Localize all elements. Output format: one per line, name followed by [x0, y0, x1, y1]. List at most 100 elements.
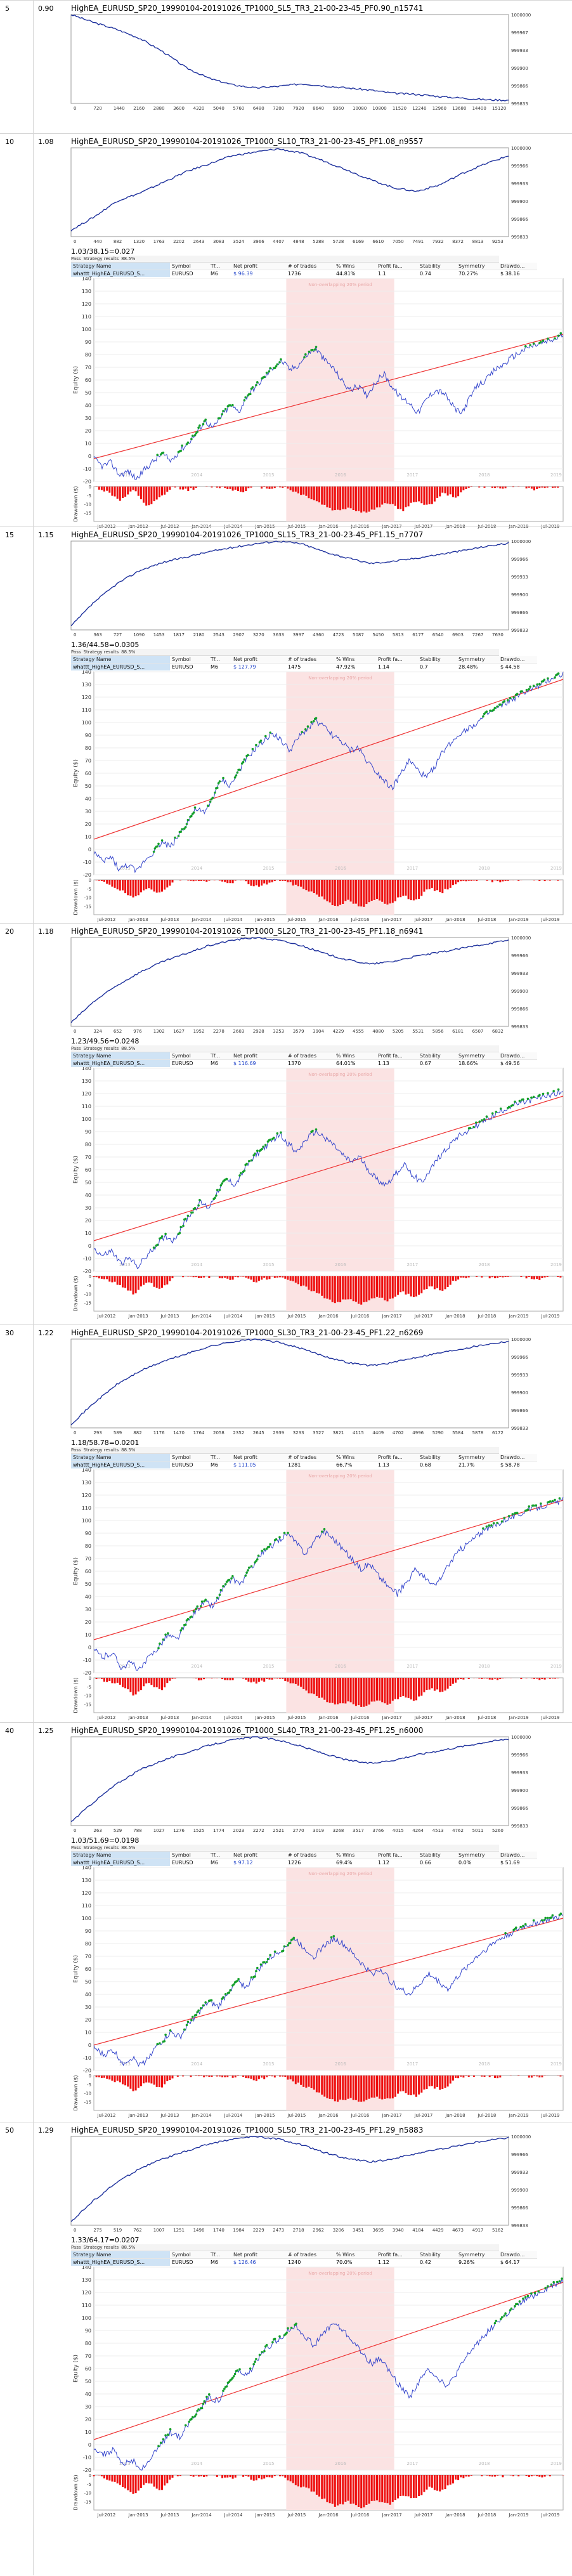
cell-tf[interactable]: M6 [211, 2259, 218, 2265]
column-header-sym[interactable]: Symmetry [457, 1052, 498, 1060]
column-header-strategy[interactable]: Strategy Name [71, 1052, 170, 1060]
cell-sym[interactable]: 21.7% [458, 1462, 475, 1468]
column-header-stab[interactable]: Stability [418, 1454, 457, 1461]
cell-strategy[interactable]: whattt_HighEA_EURUSD_S... [71, 270, 170, 277]
cell-sym[interactable]: 9.26% [458, 2259, 475, 2265]
column-header-pf[interactable]: Profit fa... [376, 263, 418, 270]
column-header-tf[interactable]: Tf... [209, 1852, 231, 1859]
column-header-sym[interactable]: Symmetry [457, 263, 498, 270]
column-header-stab[interactable]: Stability [418, 656, 457, 664]
cell-strategy[interactable]: whattt_HighEA_EURUSD_S... [71, 2258, 170, 2266]
cell-dd[interactable]: $ 49.56 [500, 1061, 520, 1066]
column-header-pf[interactable]: Profit fa... [376, 656, 418, 664]
column-header-strategy[interactable]: Strategy Name [71, 263, 170, 270]
column-header-tf[interactable]: Tf... [209, 2251, 231, 2259]
cell-trades[interactable]: 1736 [288, 271, 301, 277]
column-header-tf[interactable]: Tf... [209, 263, 231, 270]
column-header-wins[interactable]: % Wins [334, 263, 376, 270]
column-header-dd[interactable]: Drawdo... [498, 1852, 537, 1859]
column-header-symbol[interactable]: Symbol [170, 263, 209, 270]
cell-wins[interactable]: 69.4% [336, 1860, 353, 1866]
column-header-strategy[interactable]: Strategy Name [71, 1454, 170, 1461]
cell-sym[interactable]: 28.48% [458, 664, 478, 670]
cell-net[interactable]: $ 126.46 [233, 2259, 256, 2265]
cell-tf[interactable]: M6 [211, 1061, 218, 1066]
column-header-sym[interactable]: Symmetry [457, 656, 498, 664]
column-header-sym[interactable]: Symmetry [457, 2251, 498, 2259]
cell-dd[interactable]: $ 44.58 [500, 664, 520, 670]
cell-trades[interactable]: 1240 [288, 2259, 301, 2265]
cell-sym[interactable]: 70.27% [458, 271, 478, 277]
column-header-tf[interactable]: Tf... [209, 1454, 231, 1461]
cell-tf[interactable]: M6 [211, 664, 218, 670]
column-header-trades[interactable]: # of trades [286, 1052, 334, 1060]
cell-dd[interactable]: $ 58.78 [500, 1462, 520, 1468]
cell-pf[interactable]: 1.13 [378, 1061, 389, 1066]
column-header-net[interactable]: Net profit [231, 2251, 286, 2259]
cell-symbol[interactable]: EURUSD [172, 1462, 193, 1468]
cell-tf[interactable]: M6 [211, 1860, 218, 1866]
column-header-symbol[interactable]: Symbol [170, 1852, 209, 1859]
column-header-pf[interactable]: Profit fa... [376, 1052, 418, 1060]
column-header-strategy[interactable]: Strategy Name [71, 656, 170, 664]
cell-symbol[interactable]: EURUSD [172, 2259, 193, 2265]
column-header-dd[interactable]: Drawdo... [498, 656, 537, 664]
cell-dd[interactable]: $ 38.16 [500, 271, 520, 277]
column-header-wins[interactable]: % Wins [334, 2251, 376, 2259]
cell-net[interactable]: $ 96.39 [233, 271, 253, 277]
cell-trades[interactable]: 1281 [288, 1462, 301, 1468]
column-header-stab[interactable]: Stability [418, 1852, 457, 1859]
column-header-trades[interactable]: # of trades [286, 656, 334, 664]
cell-stab[interactable]: 0.67 [420, 1061, 431, 1066]
column-header-net[interactable]: Net profit [231, 656, 286, 664]
column-header-symbol[interactable]: Symbol [170, 2251, 209, 2259]
column-header-sym[interactable]: Symmetry [457, 1454, 498, 1461]
cell-pf[interactable]: 1.12 [378, 2259, 389, 2265]
column-header-dd[interactable]: Drawdo... [498, 1454, 537, 1461]
column-header-trades[interactable]: # of trades [286, 263, 334, 270]
cell-tf[interactable]: M6 [211, 1462, 218, 1468]
column-header-wins[interactable]: % Wins [334, 656, 376, 664]
cell-symbol[interactable]: EURUSD [172, 271, 193, 277]
column-header-stab[interactable]: Stability [418, 263, 457, 270]
column-header-stab[interactable]: Stability [418, 2251, 457, 2259]
column-header-net[interactable]: Net profit [231, 263, 286, 270]
column-header-wins[interactable]: % Wins [334, 1852, 376, 1859]
cell-tf[interactable]: M6 [211, 271, 218, 277]
cell-stab[interactable]: 0.66 [420, 1860, 431, 1866]
column-header-sym[interactable]: Symmetry [457, 1852, 498, 1859]
cell-trades[interactable]: 1226 [288, 1860, 301, 1866]
cell-stab[interactable]: 0.42 [420, 2259, 431, 2265]
cell-symbol[interactable]: EURUSD [172, 664, 193, 670]
column-header-strategy[interactable]: Strategy Name [71, 1852, 170, 1859]
column-header-tf[interactable]: Tf... [209, 1052, 231, 1060]
column-header-net[interactable]: Net profit [231, 1852, 286, 1859]
cell-strategy[interactable]: whattt_HighEA_EURUSD_S... [71, 1059, 170, 1067]
cell-net[interactable]: $ 111.05 [233, 1462, 256, 1468]
column-header-net[interactable]: Net profit [231, 1052, 286, 1060]
column-header-strategy[interactable]: Strategy Name [71, 2251, 170, 2259]
cell-sym[interactable]: 0.0% [458, 1860, 472, 1866]
cell-stab[interactable]: 0.7 [420, 664, 428, 670]
column-header-symbol[interactable]: Symbol [170, 1052, 209, 1060]
column-header-trades[interactable]: # of trades [286, 2251, 334, 2259]
cell-sym[interactable]: 18.66% [458, 1061, 478, 1066]
cell-symbol[interactable]: EURUSD [172, 1860, 193, 1866]
column-header-dd[interactable]: Drawdo... [498, 263, 537, 270]
column-header-trades[interactable]: # of trades [286, 1852, 334, 1859]
cell-wins[interactable]: 66.7% [336, 1462, 353, 1468]
cell-trades[interactable]: 1475 [288, 664, 301, 670]
column-header-wins[interactable]: % Wins [334, 1052, 376, 1060]
cell-net[interactable]: $ 116.69 [233, 1061, 256, 1066]
cell-pf[interactable]: 1.12 [378, 1860, 389, 1866]
cell-pf[interactable]: 1.14 [378, 664, 389, 670]
column-header-wins[interactable]: % Wins [334, 1454, 376, 1461]
column-header-pf[interactable]: Profit fa... [376, 1454, 418, 1461]
cell-dd[interactable]: $ 51.69 [500, 1860, 520, 1866]
column-header-stab[interactable]: Stability [418, 1052, 457, 1060]
cell-stab[interactable]: 0.74 [420, 271, 431, 277]
cell-strategy[interactable]: whattt_HighEA_EURUSD_S... [71, 1859, 170, 1866]
column-header-trades[interactable]: # of trades [286, 1454, 334, 1461]
cell-trades[interactable]: 1370 [288, 1061, 301, 1066]
column-header-pf[interactable]: Profit fa... [376, 2251, 418, 2259]
